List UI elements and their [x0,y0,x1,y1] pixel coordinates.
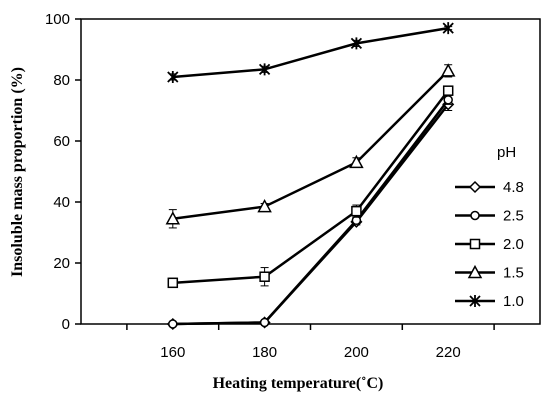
data-point [440,63,456,77]
legend-item-1-5: 1.5 [455,265,524,282]
legend-label: 2.0 [503,236,524,253]
data-point [167,277,179,289]
x-tick-label: 220 [436,344,461,361]
data-point [443,95,453,105]
legend-title: pH [497,144,516,161]
x-tick-label: 180 [252,344,277,361]
legend-item-4-8: 4.8 [455,179,524,196]
data-point [257,199,272,213]
data-point [258,63,271,76]
legend-label: 2.5 [503,208,524,225]
legend-marker [470,210,480,221]
y-tick-label: 60 [53,133,70,150]
series-2-0 [167,85,454,289]
data-point [165,211,181,225]
legend-marker [467,264,483,279]
legend-label: 4.8 [503,179,524,196]
series-1-5 [165,63,456,229]
data-point [350,37,363,50]
series-2-5 [168,94,453,329]
data-point [442,85,454,96]
legend-marker [468,180,482,194]
series-1-0 [167,22,454,83]
data-point [349,154,364,169]
y-tick-label: 0 [62,316,70,333]
y-tick-label: 20 [53,255,70,272]
legend-label: 1.0 [503,293,524,310]
series-line [172,69,450,221]
legend-marker [469,295,481,307]
legend: pH 4.8 2.5 2.0 1.5 1.0 [455,144,524,310]
data-point [442,22,454,35]
legend-item-1-0: 1.0 [455,293,524,310]
y-tick-label: 80 [53,72,70,89]
x-tick-label: 200 [344,344,369,361]
data-point [259,271,270,282]
y-tick-label: 100 [45,11,70,28]
data-point [259,317,270,328]
series-line [172,99,450,326]
y-axis-title: Insoluble mass proportion (%) [9,67,26,277]
legend-item-2-5: 2.5 [455,208,524,225]
series-layer [165,22,456,331]
legend-item-2-0: 2.0 [455,236,524,253]
data-point [351,205,362,217]
data-point [167,70,179,83]
legend-label: 1.5 [503,265,524,282]
data-point [168,319,178,329]
series-line [172,89,450,285]
legend-marker [469,238,481,250]
x-tick-label: 160 [160,344,185,361]
series-line [172,26,449,79]
x-axis-title: Heating temperature(˚C) [213,375,384,392]
axes: 0 20 40 60 80 100 160 180 200 220 [45,11,541,361]
y-tick-label: 40 [53,194,70,211]
